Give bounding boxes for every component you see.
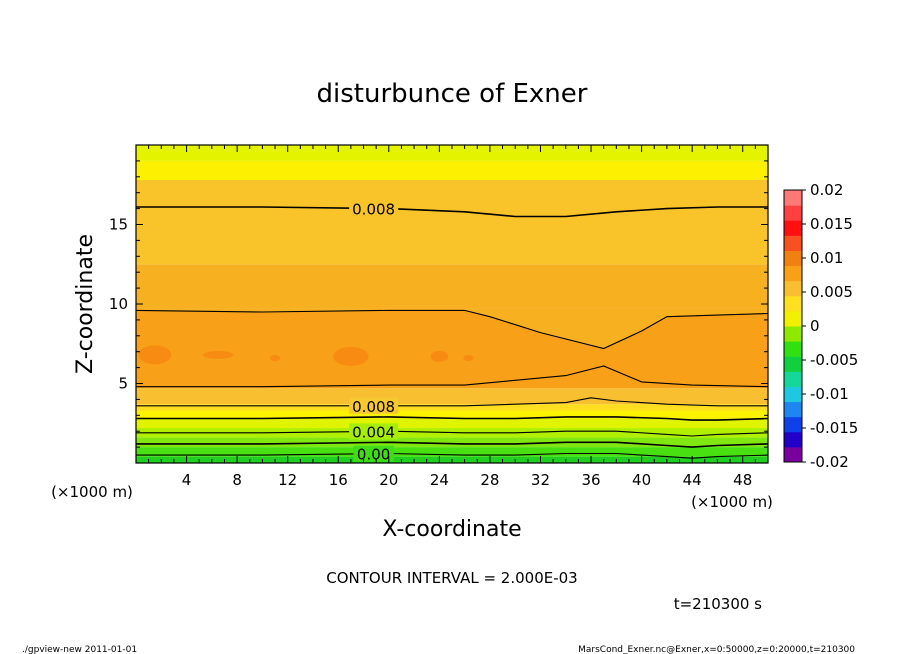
x-axis-title: X-coordinate: [382, 517, 521, 542]
x-tick-label: 24: [430, 471, 449, 489]
colorbar-swatch: [784, 310, 802, 327]
contour-field: [136, 145, 768, 463]
x-tick-label: 44: [683, 471, 702, 489]
colorbar-swatch: [784, 190, 802, 206]
contour-label-1: 0.008: [352, 398, 395, 416]
colorbar-swatch: [784, 446, 802, 463]
contour-line-3: [136, 397, 768, 407]
colorbar-swatch: [784, 295, 802, 312]
field-band-5: [136, 410, 768, 419]
x-tick-label: 20: [379, 471, 398, 489]
x-axis: 4 8 12 16 20 24 28 32 36 40 44 48: [148, 145, 756, 489]
colorbar-swatch: [784, 356, 802, 372]
field-blob-2: [269, 354, 281, 362]
contour-label-3: 0.00: [357, 446, 390, 464]
contour-line-0: [136, 206, 768, 218]
field-band-12: [136, 145, 768, 161]
contour-labels: 0.008 0.008 0.004 0.00: [349, 200, 399, 464]
contour-line-1: [136, 309, 768, 350]
colorbar-tick-label: 0.005: [810, 283, 853, 301]
field-blob-1: [202, 350, 234, 359]
y-tick-label: 5: [118, 375, 128, 393]
field-blob-4: [430, 350, 449, 363]
contour-line-4: [136, 416, 768, 421]
contour-line-7: [136, 452, 768, 459]
field-band-10: [136, 179, 768, 265]
field-band-9: [136, 264, 768, 309]
colorbar-swatch: [784, 250, 802, 267]
colorbar-tick-label: 0.01: [810, 249, 843, 267]
colorbar-tick-label: 0: [810, 317, 820, 335]
contour-label-2: 0.004: [352, 423, 395, 441]
contour-label-0: 0.008: [352, 200, 395, 218]
contour-label-bg-0: [349, 200, 399, 217]
field-band-1: [136, 447, 768, 457]
field-band-6: [136, 404, 768, 411]
x-tick-label: 36: [581, 471, 600, 489]
field-blob-3: [333, 346, 369, 367]
footer-right: MarsCond_Exner.nc@Exner,x=0:50000,z=0:20…: [578, 645, 855, 654]
x-tick-label: 48: [733, 471, 752, 489]
colorbar-swatch: [784, 386, 802, 403]
contour-label-bg-2: [349, 423, 399, 440]
y-tick-label: 15: [109, 216, 128, 234]
colorbar-swatch: [784, 371, 802, 387]
contour-label-bg-3: [353, 445, 394, 462]
x-tick-label: 28: [480, 471, 499, 489]
colorbar-tick-label: -0.01: [810, 385, 849, 403]
x-unit-label: (×1000 m): [691, 493, 773, 511]
contour-line-6: [136, 441, 768, 448]
field-band-11: [136, 160, 768, 180]
x-tick-label: 4: [182, 471, 192, 489]
field-dip: [136, 308, 768, 349]
colorbar: 0.02 0.015 0.01 0.005 0 -0.005 -0.01 -0.015 -0.0…: [783, 181, 858, 471]
contour-label-bg-1: [349, 397, 399, 414]
y-axis-title: Z-coordinate: [73, 234, 98, 374]
colorbar-tick-label: 0.015: [810, 215, 853, 233]
contour-lines: [136, 206, 768, 459]
contour-interval-text: CONTOUR INTERVAL = 2.000E-03: [326, 569, 577, 587]
colorbar-swatch: [784, 220, 802, 236]
x-tick-label: 16: [329, 471, 348, 489]
y-tick-label: 10: [109, 295, 128, 313]
colorbar-swatch: [784, 401, 802, 418]
field-core: [136, 310, 768, 387]
colorbar-tick-label: -0.005: [810, 351, 858, 369]
colorbar-swatch: [784, 416, 802, 433]
colorbar-swatch: [784, 280, 802, 297]
x-tick-label: 40: [632, 471, 651, 489]
colorbar-swatch: [784, 205, 802, 221]
x-tick-label: 8: [232, 471, 242, 489]
chart-title: disturbunce of Exner: [317, 79, 588, 109]
colorbar-swatch: [784, 341, 802, 357]
time-text: t=210300 s: [674, 595, 762, 613]
footer-left: ./gpview-new 2011-01-01: [22, 645, 137, 654]
field-blob-5: [463, 354, 474, 362]
y-axis: 5 10 15: [109, 160, 768, 448]
x-tick-label: 32: [531, 471, 550, 489]
field-blob-0: [138, 345, 172, 365]
colorbar-tick-label: 0.02: [810, 181, 843, 199]
x-tick-label: 12: [278, 471, 297, 489]
colorbar-tick-label: -0.02: [810, 453, 849, 471]
field-band-2: [136, 437, 768, 448]
colorbar-swatch: [784, 235, 802, 251]
colorbar-swatch: [784, 265, 802, 282]
y-unit-label: (×1000 m): [51, 483, 133, 501]
colorbar-swatch: [784, 431, 802, 448]
colorbar-swatch: [784, 326, 802, 342]
colorbar-tick-label: -0.015: [810, 419, 858, 437]
contour-line-2: [136, 365, 768, 388]
field-band-4: [136, 418, 768, 429]
field-band-7: [136, 388, 768, 405]
contour-line-5: [136, 430, 768, 437]
